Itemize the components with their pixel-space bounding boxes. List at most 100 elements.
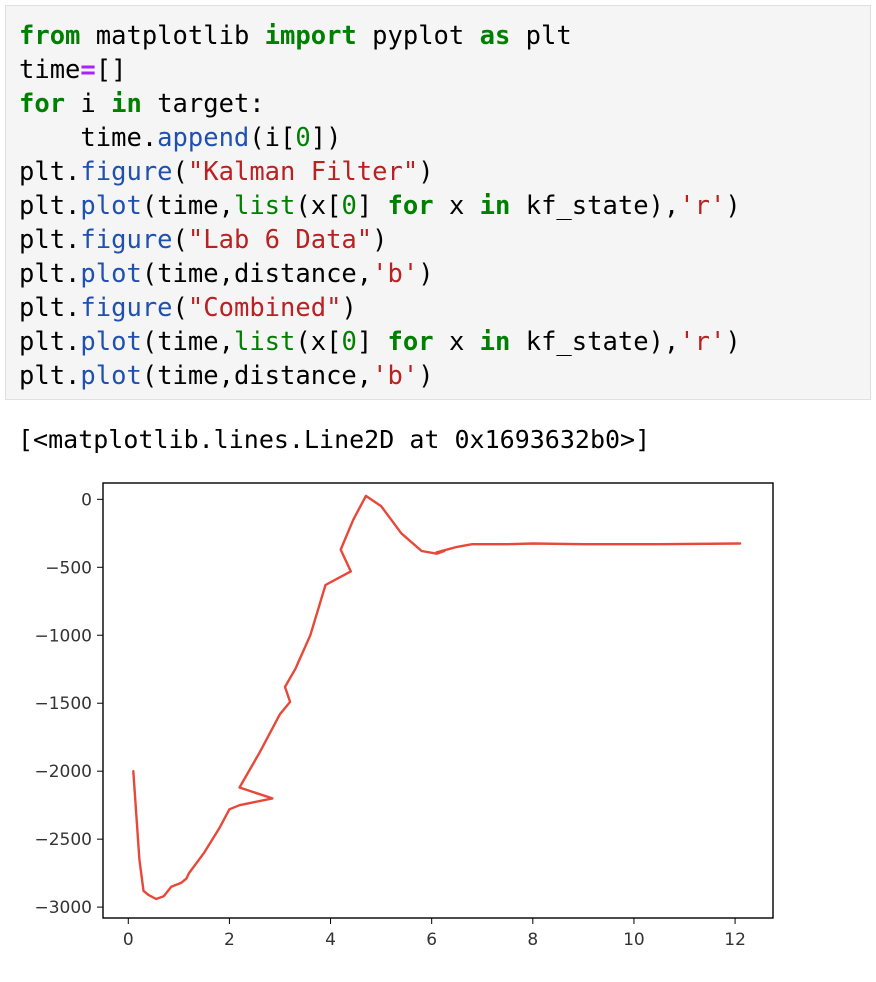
- code-cell[interactable]: from matplotlib import pyplot as plt tim…: [5, 5, 871, 400]
- code-line: plt.figure("Combined"): [19, 293, 357, 323]
- code-token: plt.: [19, 293, 81, 323]
- code-token: time.: [19, 123, 158, 153]
- code-token: (x[: [295, 191, 342, 221]
- code-token: figure: [80, 225, 173, 255]
- code-token: for: [19, 89, 66, 119]
- code-line: plt.plot(time,distance,'b'): [19, 361, 434, 391]
- code-token: (time,: [141, 191, 234, 221]
- code-token: ]: [356, 191, 388, 221]
- code-token: 0: [341, 191, 357, 221]
- code-token: as: [479, 21, 511, 51]
- code-token: plot: [80, 327, 142, 357]
- code-line: for i in target:: [19, 89, 265, 119]
- code-token: (time,distance,: [141, 361, 373, 391]
- code-token: import: [264, 21, 357, 51]
- code-line: plt.plot(time,list(x[0] for x in kf_stat…: [19, 191, 741, 221]
- code-token: ): [341, 293, 357, 323]
- code-token: x: [433, 327, 480, 357]
- code-token: plot: [80, 259, 142, 289]
- code-token: target:: [141, 89, 265, 119]
- plot-axes-frame: [102, 482, 774, 919]
- code-token: "Combined": [187, 293, 342, 323]
- code-token: for: [387, 327, 434, 357]
- code-token: (: [172, 225, 188, 255]
- code-token: x: [433, 191, 480, 221]
- code-token: ): [418, 157, 434, 187]
- code-token: 'r': [679, 327, 726, 357]
- code-token: 'r': [679, 191, 726, 221]
- code-token: plt.: [19, 225, 81, 255]
- code-token: (: [172, 157, 188, 187]
- code-token: plt.: [19, 259, 81, 289]
- code-token: (: [172, 293, 188, 323]
- y-tick-label: 0: [81, 490, 92, 510]
- x-tick-label: 2: [224, 930, 235, 950]
- x-tick-label: 0: [123, 930, 134, 950]
- code-line: time.append(i[0]): [19, 123, 341, 153]
- y-tick-label: −1000: [34, 626, 92, 646]
- code-token: 0: [295, 123, 311, 153]
- code-token: in: [111, 89, 142, 119]
- code-token: figure: [80, 293, 173, 323]
- code-line: plt.figure("Kalman Filter"): [19, 157, 434, 187]
- code-line: plt.plot(time,distance,'b'): [19, 259, 434, 289]
- code-token: plt.: [19, 157, 81, 187]
- code-token: i: [65, 89, 112, 119]
- code-token: plot: [80, 191, 142, 221]
- code-token: ]): [310, 123, 342, 153]
- cell-output-text: [<matplotlib.lines.Line2D at 0x1693632b0…: [18, 425, 651, 454]
- code-token: 'b': [372, 259, 419, 289]
- code-token: (time,distance,: [141, 259, 373, 289]
- code-token: ): [418, 361, 434, 391]
- code-token: ): [725, 327, 741, 357]
- code-token: ): [372, 225, 388, 255]
- x-tick-label: 6: [426, 930, 437, 950]
- code-token: list: [233, 191, 296, 221]
- code-token: "Kalman Filter": [187, 157, 419, 187]
- y-tick-label: −3000: [34, 898, 92, 918]
- code-token: plt.: [19, 361, 81, 391]
- code-token: matplotlib: [80, 21, 265, 51]
- code-token: append: [157, 123, 250, 153]
- y-tick-label: −2000: [34, 762, 92, 782]
- code-token: plt.: [19, 327, 81, 357]
- code-token: kf_state),: [510, 191, 680, 221]
- y-tick-label: −1500: [34, 694, 92, 714]
- series-line-red: [132, 494, 742, 901]
- code-token: plt: [510, 21, 572, 51]
- code-token: pyplot: [356, 21, 480, 51]
- code-token: (x[: [295, 327, 342, 357]
- code-token: plt.: [19, 191, 81, 221]
- x-tick-label: 12: [724, 930, 746, 950]
- code-line: time=[]: [19, 55, 127, 85]
- code-token: ): [725, 191, 741, 221]
- code-token: plot: [80, 361, 142, 391]
- code-token: figure: [80, 157, 173, 187]
- code-token: for: [387, 191, 434, 221]
- code-token: 'b': [372, 361, 419, 391]
- code-token: ): [418, 259, 434, 289]
- code-token: (time,: [141, 327, 234, 357]
- code-token: in: [479, 327, 511, 357]
- code-token: ]: [356, 327, 388, 357]
- y-tick-label: −2500: [34, 830, 92, 850]
- code-token: =: [80, 55, 96, 85]
- code-editor[interactable]: from matplotlib import pyplot as plt tim…: [19, 19, 741, 393]
- code-token: (i[: [249, 123, 296, 153]
- code-line: plt.plot(time,list(x[0] for x in kf_stat…: [19, 327, 741, 357]
- code-token: time: [19, 55, 81, 85]
- code-line: from matplotlib import pyplot as plt: [19, 21, 572, 51]
- code-token: list: [233, 327, 296, 357]
- x-tick-label: 4: [325, 930, 336, 950]
- code-token: "Lab 6 Data": [187, 225, 373, 255]
- code-token: []: [95, 55, 127, 85]
- x-tick-label: 8: [527, 930, 538, 950]
- line-plot: 0 2 4 6 8 10 12 0 −500 −1000 −1500 −2000 −2500 −3000: [34, 482, 774, 950]
- code-token: 0: [341, 327, 357, 357]
- y-tick-label: −500: [45, 558, 92, 578]
- code-token: in: [479, 191, 511, 221]
- code-token: from: [19, 21, 81, 51]
- code-token: kf_state),: [510, 327, 680, 357]
- code-line: plt.figure("Lab 6 Data"): [19, 225, 388, 255]
- x-tick-label: 10: [623, 930, 645, 950]
